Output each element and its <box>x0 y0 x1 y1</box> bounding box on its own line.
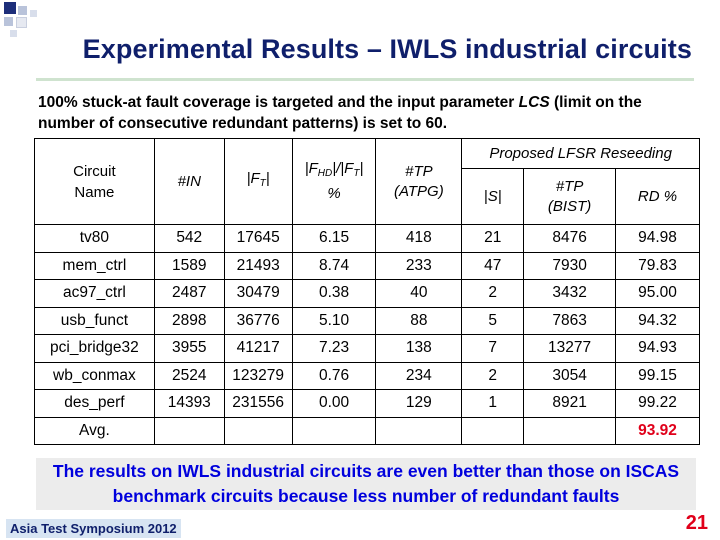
col-header-rd: RD % <box>615 168 700 225</box>
cell-fhd: 8.74 <box>291 251 377 280</box>
cell-in: 3955 <box>153 334 225 363</box>
col-group-header-lfsr: Proposed LFSR Reseeding <box>461 138 700 169</box>
cell-tp-atpg: 138 <box>375 334 463 363</box>
cell-name: des_perf <box>34 389 155 418</box>
cell-s: 2 <box>461 279 525 308</box>
cell-name: mem_ctrl <box>34 251 155 280</box>
table-row: wb_conmax 2524 123279 0.76 234 2 3054 99.15 <box>34 361 700 390</box>
cell-name: wb_conmax <box>34 361 155 390</box>
cell-tp-bist: 13277 <box>523 334 617 363</box>
table-row-average: Avg. 93.92 <box>34 416 700 445</box>
cell-fhd: 6.15 <box>291 224 377 253</box>
cell-in: 2898 <box>153 306 225 335</box>
cell-in: 14393 <box>153 389 225 418</box>
cell-ft: 41217 <box>223 334 293 363</box>
table-row: pci_bridge32 3955 41217 7.23 138 7 13277 94.93 <box>34 334 700 363</box>
cell-ft: 123279 <box>223 361 293 390</box>
cell-s: 47 <box>461 251 525 280</box>
table-row: des_perf 14393 231556 0.00 129 1 8921 99.22 <box>34 389 700 418</box>
cell-tp-atpg: 418 <box>375 224 463 253</box>
col-header-s: |S| <box>461 168 525 225</box>
cell-rd: 99.15 <box>615 361 700 390</box>
cell-tp-atpg: 40 <box>375 279 463 308</box>
cell-fhd: 5.10 <box>291 306 377 335</box>
col-header-in: #IN <box>153 138 225 225</box>
cell-s: 1 <box>461 389 525 418</box>
cell-s: 7 <box>461 334 525 363</box>
cell-in: 542 <box>153 224 225 253</box>
cell-ft: 36776 <box>223 306 293 335</box>
col-header-ft: |FT| <box>223 138 293 225</box>
cell-ft: 231556 <box>223 389 293 418</box>
cell-tp-atpg: 129 <box>375 389 463 418</box>
cell-ft: 17645 <box>223 224 293 253</box>
col-header-fhd-ratio: |FHD|/|FT|% <box>291 138 377 225</box>
cell-tp-atpg: 234 <box>375 361 463 390</box>
cell-rd: 94.98 <box>615 224 700 253</box>
avg-empty-cell <box>375 416 463 445</box>
cell-tp-atpg: 233 <box>375 251 463 280</box>
results-table: Circuit Name #IN |FT| |FHD|/|FT|% #TP (AT… <box>34 138 700 445</box>
avg-empty-cell <box>291 416 377 445</box>
cell-rd: 79.83 <box>615 251 700 280</box>
cell-in: 2487 <box>153 279 225 308</box>
cell-rd: 99.22 <box>615 389 700 418</box>
table-row: usb_funct 2898 36776 5.10 88 5 7863 94.32 <box>34 306 700 335</box>
cell-s: 2 <box>461 361 525 390</box>
avg-label: Avg. <box>34 416 155 445</box>
cell-tp-bist: 3054 <box>523 361 617 390</box>
cell-rd: 94.93 <box>615 334 700 363</box>
cell-name: usb_funct <box>34 306 155 335</box>
cell-s: 21 <box>461 224 525 253</box>
avg-rd: 93.92 <box>615 416 700 445</box>
table-row: mem_ctrl 1589 21493 8.74 233 47 7930 79.83 <box>34 251 700 280</box>
cell-fhd: 7.23 <box>291 334 377 363</box>
col-header-tp-bist: #TP (BIST) <box>523 168 617 225</box>
title-divider <box>36 78 694 81</box>
cell-fhd: 0.76 <box>291 361 377 390</box>
cell-ft: 21493 <box>223 251 293 280</box>
cell-tp-atpg: 88 <box>375 306 463 335</box>
cell-rd: 95.00 <box>615 279 700 308</box>
cell-tp-bist: 7863 <box>523 306 617 335</box>
cell-in: 2524 <box>153 361 225 390</box>
col-header-circuit: Circuit Name <box>34 138 155 225</box>
cell-fhd: 0.38 <box>291 279 377 308</box>
footer-conference: Asia Test Symposium 2012 <box>6 519 181 538</box>
avg-empty-cell <box>153 416 225 445</box>
slide-title: Experimental Results – IWLS industrial c… <box>82 34 692 64</box>
cell-tp-bist: 8476 <box>523 224 617 253</box>
cell-fhd: 0.00 <box>291 389 377 418</box>
conclusion-note: The results on IWLS industrial circuits … <box>36 458 696 510</box>
cell-in: 1589 <box>153 251 225 280</box>
cell-tp-bist: 7930 <box>523 251 617 280</box>
cell-name: ac97_ctrl <box>34 279 155 308</box>
cell-rd: 94.32 <box>615 306 700 335</box>
avg-empty-cell <box>223 416 293 445</box>
cell-tp-bist: 3432 <box>523 279 617 308</box>
cell-ft: 30479 <box>223 279 293 308</box>
table-row: ac97_ctrl 2487 30479 0.38 40 2 3432 95.00 <box>34 279 700 308</box>
avg-empty-cell <box>523 416 617 445</box>
corner-decoration <box>0 0 50 44</box>
intro-text: 100% stuck-at fault coverage is targeted… <box>38 94 642 132</box>
table-row: tv80 542 17645 6.15 418 21 8476 94.98 <box>34 224 700 253</box>
cell-name: pci_bridge32 <box>34 334 155 363</box>
cell-name: tv80 <box>34 224 155 253</box>
col-header-tp-atpg: #TP (ATPG) <box>375 138 463 225</box>
page-number: 21 <box>685 512 708 534</box>
cell-s: 5 <box>461 306 525 335</box>
avg-empty-cell <box>461 416 525 445</box>
cell-tp-bist: 8921 <box>523 389 617 418</box>
